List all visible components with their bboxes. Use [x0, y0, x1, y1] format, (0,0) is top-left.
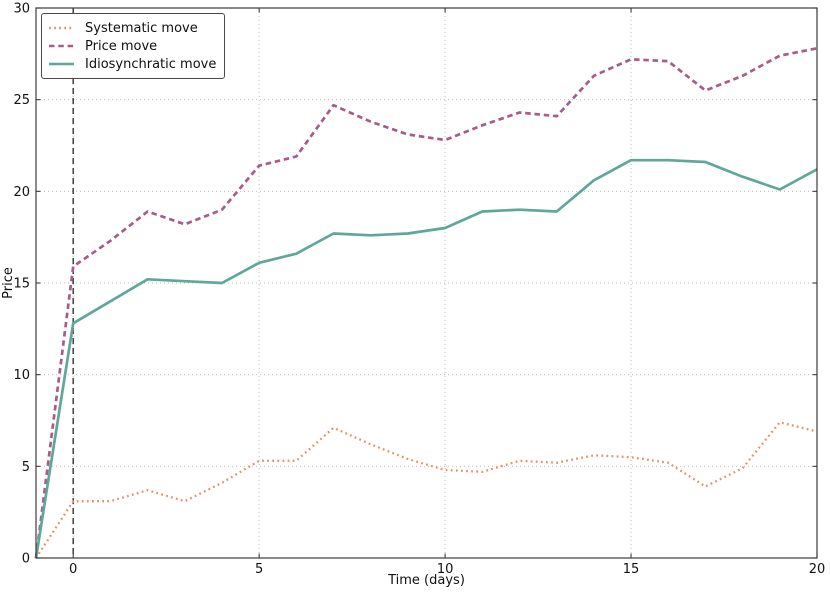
legend-line-sample-dashed: [49, 44, 74, 48]
y-axis-label: Price: [1, 267, 16, 299]
series-line-systematic-move: [35, 421, 818, 559]
x-tick-label: 0: [69, 562, 77, 577]
x-tick-label: 15: [623, 562, 640, 577]
legend-line-sample-dotted: [49, 26, 74, 30]
legend-item-idiosynchratic-move: Idiosynchratic move: [49, 56, 216, 72]
y-tick-label: 25: [13, 93, 30, 108]
y-tick-label: 15: [13, 277, 30, 292]
x-tick-label: 20: [809, 562, 826, 577]
legend-label: Idiosynchratic move: [85, 56, 217, 72]
legend-item-systematic-move: Systematic move: [49, 20, 216, 36]
x-axis-label: Time (days): [388, 573, 465, 588]
x-tick-label: 5: [255, 562, 263, 577]
x-tick-label: 10: [437, 562, 454, 577]
y-tick-label: 10: [13, 368, 30, 383]
series-line-idiosynchratic-move: [34, 158, 818, 559]
series-line-price-move: [34, 46, 818, 559]
y-tick-label: 30: [13, 2, 30, 17]
y-tick-label: 0: [22, 552, 30, 567]
y-tick-label: 5: [22, 460, 30, 475]
legend-label: Price move: [85, 38, 158, 54]
legend-line-sample-solid: [49, 62, 74, 66]
legend: Systematic move Price move Idiosynchrati…: [41, 13, 226, 79]
legend-item-price-move: Price move: [49, 38, 216, 54]
legend-label: Systematic move: [85, 20, 198, 36]
y-tick-label: 20: [13, 185, 30, 200]
axes-frame: [35, 7, 818, 559]
